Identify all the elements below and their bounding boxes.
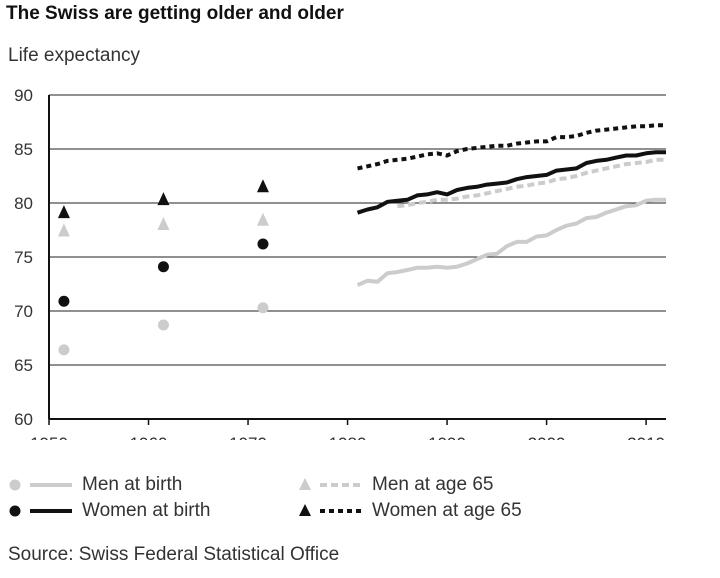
point-men-at-age-65-1961.5 [157, 217, 170, 231]
x-tick-label-1990: 1990 [428, 434, 466, 440]
series-line-men-at-birth [356, 197, 666, 287]
legend-item-men-at-birth: Men at birth [6, 473, 236, 497]
x-tick-label-1980: 1980 [329, 434, 367, 440]
y-tick-label-65: 65 [14, 356, 33, 375]
point-women-at-age-65-1971.5 [256, 179, 269, 193]
legend-item-women-at-age-65: Women at age 65 [296, 499, 556, 523]
legend-item-women-at-birth: Women at birth [6, 499, 236, 523]
point-women-at-age-65-1951.5 [57, 205, 70, 219]
legend-label-men-at-age-65: Men at age 65 [372, 474, 494, 495]
legend-swatch-women-at-age-65 [299, 504, 362, 516]
point-women-at-age-65-1961.5 [157, 192, 170, 206]
legend-swatch-men-at-birth [9, 479, 72, 491]
point-men-at-age-65-1971.5 [256, 212, 269, 226]
x-tick-label-2000: 2000 [528, 434, 566, 440]
point-women-at-birth-1971.5 [257, 238, 269, 250]
legend-label-women-at-birth: Women at birth [82, 500, 211, 521]
legend-label-women-at-age-65: Women at age 65 [372, 500, 522, 521]
series-line-women-at-birth [356, 150, 666, 215]
chart-title: The Swiss are getting older and older [6, 3, 344, 24]
y-tick-label-70: 70 [14, 302, 33, 321]
x-tick-label-2010: 2010 [627, 434, 665, 440]
y-tick-label-85: 85 [14, 140, 33, 159]
point-men-at-age-65-1951.5 [57, 223, 70, 237]
y-tick-label-75: 75 [14, 248, 33, 267]
x-tick-label-1960: 1960 [130, 434, 168, 440]
legend-swatch-women-at-birth [9, 505, 72, 517]
y-tick-label-90: 90 [14, 86, 33, 105]
x-tick-label-1970: 1970 [229, 434, 267, 440]
point-men-at-birth-1951.5 [58, 344, 70, 356]
source-note: Source: Swiss Federal Statistical Office [8, 544, 340, 565]
y-axis-label: Life expectancy [8, 45, 141, 66]
y-tick-label-80: 80 [14, 194, 33, 213]
series-line-women-at-age-65 [357, 123, 666, 171]
series-line-men-at-age-65 [397, 157, 666, 209]
point-men-at-birth-1961.5 [157, 319, 169, 331]
point-women-at-birth-1961.5 [157, 261, 169, 273]
legend-item-men-at-age-65: Men at age 65 [296, 473, 556, 497]
point-women-at-birth-1951.5 [58, 295, 70, 307]
point-men-at-birth-1971.5 [257, 302, 269, 314]
y-tick-label-60: 60 [14, 410, 33, 429]
life-expectancy-chart: 60 65 70 75 80 85 90 1950 1960 1970 1980 1990 2000 20… [14, 86, 666, 440]
legend-label-men-at-birth: Men at birth [82, 474, 183, 495]
legend-swatch-men-at-age-65 [299, 478, 362, 490]
x-tick-label-1950: 1950 [30, 434, 68, 440]
